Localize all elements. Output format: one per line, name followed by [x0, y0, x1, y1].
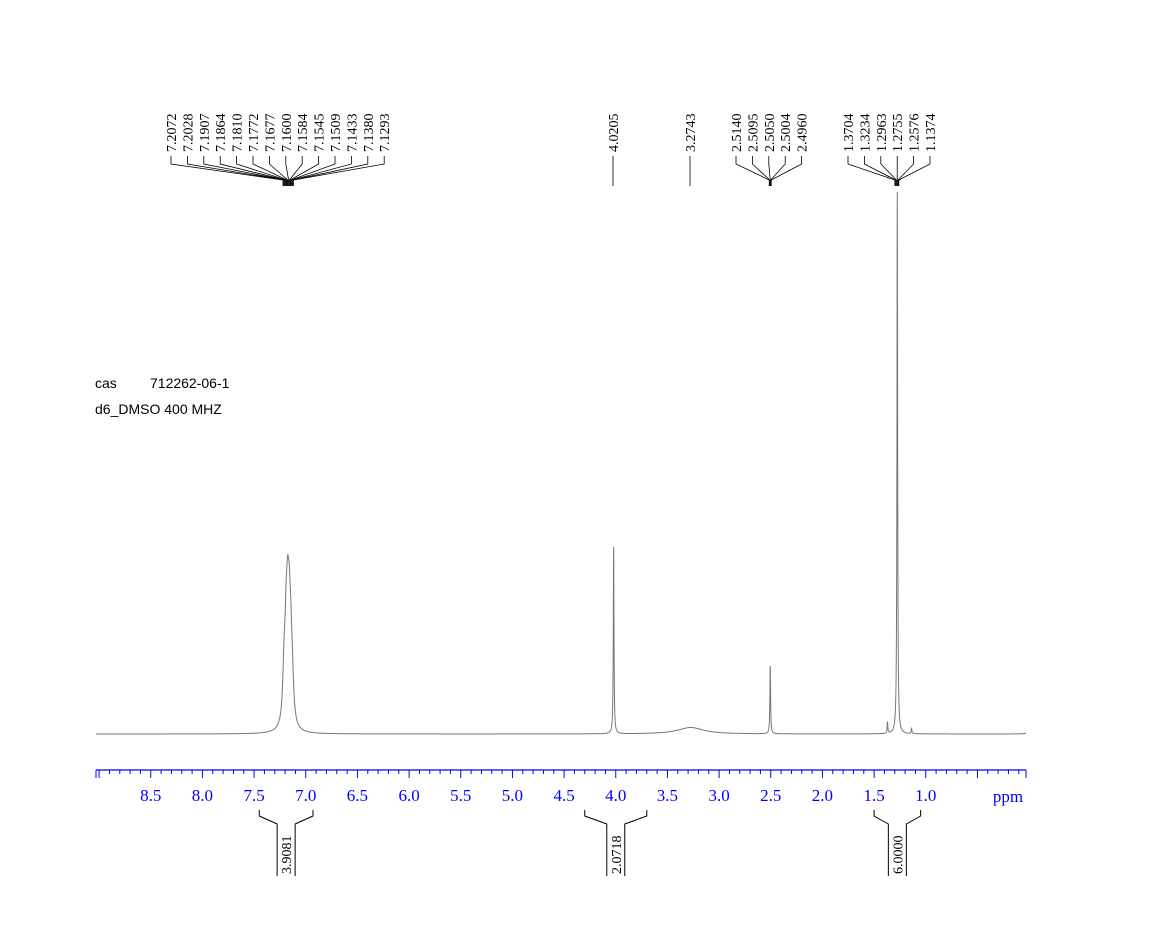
peak-label: 7.2028: [181, 114, 196, 153]
peak-label: 7.1677: [263, 114, 278, 153]
peak-label: 1.2963: [875, 114, 890, 153]
x-tick-label: 8.5: [140, 786, 161, 805]
integral-bracket: [584, 810, 648, 876]
info-cas-key: cas: [95, 375, 117, 391]
x-tick-label: 4.5: [553, 786, 574, 805]
peak-connector: [203, 156, 286, 186]
integral-bracket: [258, 810, 314, 876]
x-axis: 8.5 8.0 7.5 7.0 6.5 6.0 5.5 5.0 4.5 4.0 3.5 3.0 2.5 2…: [95, 769, 1027, 806]
integral-value: 3.9081: [280, 836, 295, 875]
peak-connector: [219, 156, 286, 186]
integrals: 3.9081 2.0718 6.0000: [258, 810, 922, 876]
sample-info: cas 712262-06-1 d6_DMSO 400 MHZ: [95, 375, 230, 417]
peak-connector: [292, 156, 385, 186]
peak-label: 2.5050: [763, 114, 778, 153]
x-tick-label: 8.0: [192, 786, 213, 805]
x-axis-unit-label: ppm: [993, 787, 1023, 806]
peak-label: 2.5140: [730, 114, 745, 153]
peak-label: 7.1810: [231, 114, 246, 153]
x-tick-label: 1.0: [915, 786, 936, 805]
peak-connector: [186, 156, 285, 186]
x-tick-label: 1.5: [863, 786, 884, 805]
peak-label: 7.1907: [198, 114, 213, 153]
peak-connector: [768, 156, 771, 186]
integral-value: 6.0000: [891, 836, 906, 875]
x-tick-label: 7.0: [295, 786, 316, 805]
x-tick-label: 5.5: [450, 786, 471, 805]
peak-connector: [236, 156, 287, 186]
x-tick-label: 6.5: [347, 786, 368, 805]
info-cas-value: 712262-06-1: [150, 375, 230, 391]
peak-connector: [770, 156, 802, 186]
peak-connector: [897, 156, 914, 186]
peak-label: 7.1584: [296, 114, 311, 153]
peak-connector: [291, 156, 352, 186]
peak-label: 7.1600: [280, 114, 295, 153]
peak-label: 7.1293: [378, 114, 393, 153]
peak-connector: [288, 156, 303, 186]
peak-connector: [864, 156, 897, 186]
x-tick-label: 3.0: [708, 786, 729, 805]
peak-label: 2.4960: [796, 114, 811, 153]
peak-label: 7.1545: [313, 114, 328, 153]
x-tick-label: 2.5: [760, 786, 781, 805]
peak-label: 1.2576: [908, 114, 923, 153]
peak-connector: [735, 156, 770, 186]
x-tick-label: 3.5: [657, 786, 678, 805]
peak-label: 7.1509: [329, 114, 344, 153]
peak-connector: [289, 156, 320, 186]
integral-bracket: [873, 810, 922, 876]
info-solvent-frequency: d6_DMSO 400 MHZ: [95, 401, 222, 417]
x-tick-label: 2.0: [812, 786, 833, 805]
peak-label: 2.5095: [746, 114, 761, 153]
peak-label: 7.1864: [214, 113, 229, 152]
peak-connector: [752, 156, 771, 186]
x-tick-label: 6.0: [398, 786, 419, 805]
peak-label: 1.3234: [858, 114, 873, 153]
integral-value: 2.0718: [610, 836, 625, 875]
peak-connector: [170, 156, 284, 186]
peak-connector: [898, 156, 931, 186]
spectrum-line: [96, 191, 1027, 735]
peak-labels: 7.2072 7.2028 7.1907 7.1864 7.1810 7.1772 7.16…: [165, 113, 939, 186]
peak-connector: [880, 156, 897, 186]
peak-connector: [285, 156, 290, 186]
peak-label: 7.1433: [345, 114, 360, 153]
x-tick-label: 5.0: [502, 786, 523, 805]
peak-connector: [290, 156, 336, 186]
peak-label: 3.2743: [684, 114, 699, 153]
peak-connector: [847, 156, 896, 186]
peak-label: 1.3704: [842, 114, 857, 153]
peak-label: 1.1374: [924, 114, 939, 153]
peak-label: 1.2755: [891, 114, 906, 153]
x-tick-label: 7.5: [243, 786, 264, 805]
peak-label: 7.2072: [165, 114, 180, 153]
peak-label: 7.1380: [362, 114, 377, 153]
peak-connector: [252, 156, 288, 186]
spectrum-trace: [96, 191, 1027, 735]
peak-connector: [292, 156, 369, 186]
peak-label: 7.1772: [247, 114, 262, 153]
peak-label: 4.0205: [607, 114, 622, 153]
x-tick-label: 4.0: [605, 786, 626, 805]
peak-label: 2.5004: [779, 114, 794, 153]
peak-connector: [268, 156, 289, 186]
peak-connector: [770, 156, 786, 186]
